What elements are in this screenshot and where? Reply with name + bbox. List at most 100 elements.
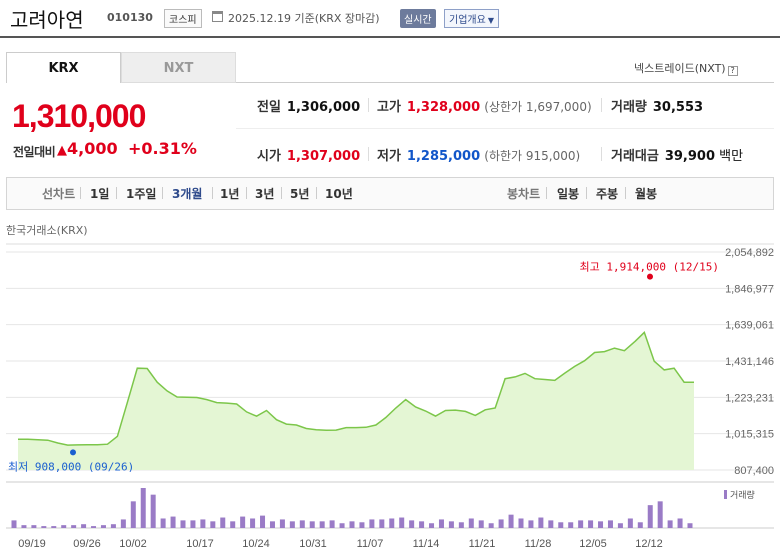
volume-bar xyxy=(220,517,226,528)
volume-bar xyxy=(269,521,275,528)
volume-bar xyxy=(419,521,425,528)
x-tick-label: 11/14 xyxy=(413,538,440,550)
volume-bar xyxy=(667,520,673,528)
stat-open: 시가 1,307,000 xyxy=(257,145,360,164)
volume-bar xyxy=(468,518,474,528)
period-1y[interactable]: 1년 xyxy=(220,187,240,201)
period-weekly-candle[interactable]: 주봉 xyxy=(596,187,619,201)
min-annotation: 최저 908,000 (09/26) xyxy=(8,460,134,473)
volume-bar xyxy=(299,520,305,528)
volume-bar xyxy=(279,519,285,528)
volume-bar xyxy=(309,521,315,528)
volume-bar xyxy=(438,519,444,528)
volume-bar xyxy=(409,520,415,528)
volume-bar xyxy=(488,523,494,528)
volume-bar xyxy=(478,520,484,528)
stock-name: 고려아연 xyxy=(10,8,84,32)
volume-bar xyxy=(130,501,136,528)
volume-bar xyxy=(627,518,633,528)
stat-amount-unit: 백만 xyxy=(719,149,744,164)
volume-bar xyxy=(150,494,156,528)
volume-bar xyxy=(120,519,126,528)
volume-bar xyxy=(647,505,653,528)
period-10y[interactable]: 10년 xyxy=(325,187,353,201)
stat-open-label: 시가 xyxy=(257,149,281,164)
x-tick-label: 09/19 xyxy=(18,538,46,550)
calendar-icon xyxy=(212,11,223,22)
volume-bar xyxy=(687,523,693,528)
volume-bar xyxy=(160,518,166,528)
volume-bar xyxy=(528,520,534,528)
volume-bar xyxy=(617,523,623,528)
volume-bar xyxy=(607,520,613,528)
volume-bar xyxy=(359,522,365,528)
stat-amount: 거래대금 39,900 백만 xyxy=(611,145,743,164)
stat-amount-value: 39,900 xyxy=(664,149,716,164)
y-tick-label: 1,431,146 xyxy=(725,356,774,368)
tab-krx[interactable]: KRX xyxy=(6,52,121,83)
tab-divider xyxy=(236,82,774,83)
lower-limit: (하한가 915,000) xyxy=(484,149,581,163)
volume-bar xyxy=(319,521,325,528)
x-tick-label: 10/31 xyxy=(299,538,327,550)
max-point-marker xyxy=(647,273,653,280)
period-monthly-candle[interactable]: 월봉 xyxy=(635,187,658,201)
up-triangle-icon: ▲ xyxy=(57,143,67,158)
volume-bar xyxy=(51,526,57,528)
stat-volume-label: 거래량 xyxy=(611,100,647,115)
volume-bar xyxy=(200,519,206,528)
volume-bar xyxy=(498,519,504,528)
volume-bar xyxy=(81,524,87,528)
period-3y[interactable]: 3년 xyxy=(255,187,275,201)
volume-bar xyxy=(21,525,27,528)
y-tick-label: 1,639,061 xyxy=(725,320,774,332)
separator xyxy=(601,98,602,112)
volume-legend-swatch xyxy=(724,490,727,499)
price-line xyxy=(18,331,694,446)
company-overview-button[interactable]: 기업개요 ▼ xyxy=(444,9,499,28)
stat-low: 저가 1,285,000 (하한가 915,000) xyxy=(377,145,580,164)
volume-bar xyxy=(578,520,584,528)
period-1d[interactable]: 1일 xyxy=(90,187,110,201)
volume-bar xyxy=(91,526,97,528)
volume-bar xyxy=(588,520,594,528)
volume-bar xyxy=(558,522,564,528)
volume-legend: 거래량 xyxy=(724,488,755,501)
volume-bar xyxy=(180,520,186,528)
x-tick-label: 09/26 xyxy=(73,538,101,550)
volume-bar xyxy=(100,525,106,528)
stat-high-value: 1,328,000 xyxy=(406,100,481,115)
volume-bar xyxy=(637,522,643,528)
realtime-button[interactable]: 실시간 xyxy=(400,9,436,28)
period-5y[interactable]: 5년 xyxy=(290,187,310,201)
separator xyxy=(162,187,163,199)
y-tick-label: 1,223,231 xyxy=(725,392,774,404)
stat-prev-label: 전일 xyxy=(257,100,281,115)
nextrade-link[interactable]: 넥스트레이드(NXT)? xyxy=(634,60,738,76)
period-1w[interactable]: 1주일 xyxy=(126,187,157,201)
prev-day-label: 전일대비 xyxy=(13,145,56,159)
price-change: ▲4,000 xyxy=(57,139,118,158)
period-3m[interactable]: 3개월 xyxy=(172,187,203,201)
separator xyxy=(212,187,213,199)
change-rate: +0.31% xyxy=(128,139,197,158)
tab-nxt[interactable]: NXT xyxy=(121,52,236,83)
stat-high-label: 고가 xyxy=(377,100,401,115)
x-tick-label: 11/21 xyxy=(469,538,496,550)
volume-bar xyxy=(657,501,663,528)
period-daily-candle[interactable]: 일봉 xyxy=(557,187,580,201)
volume-bar xyxy=(31,525,37,528)
nextrade-link-label: 넥스트레이드(NXT) xyxy=(634,62,726,75)
volume-bar xyxy=(339,523,345,528)
stats-divider xyxy=(236,128,774,129)
volume-bar xyxy=(349,521,355,528)
chart-source: 한국거래소(KRX) xyxy=(6,224,88,237)
stat-low-value: 1,285,000 xyxy=(406,149,481,164)
company-overview-label: 기업개요 xyxy=(449,15,486,26)
stat-high: 고가 1,328,000 (상한가 1,697,000) xyxy=(377,96,592,115)
separator xyxy=(546,187,547,199)
price-area xyxy=(18,332,694,470)
stat-prev: 전일 1,306,000 xyxy=(257,96,360,115)
volume-bar xyxy=(170,516,176,528)
x-tick-label: 12/05 xyxy=(579,538,607,550)
